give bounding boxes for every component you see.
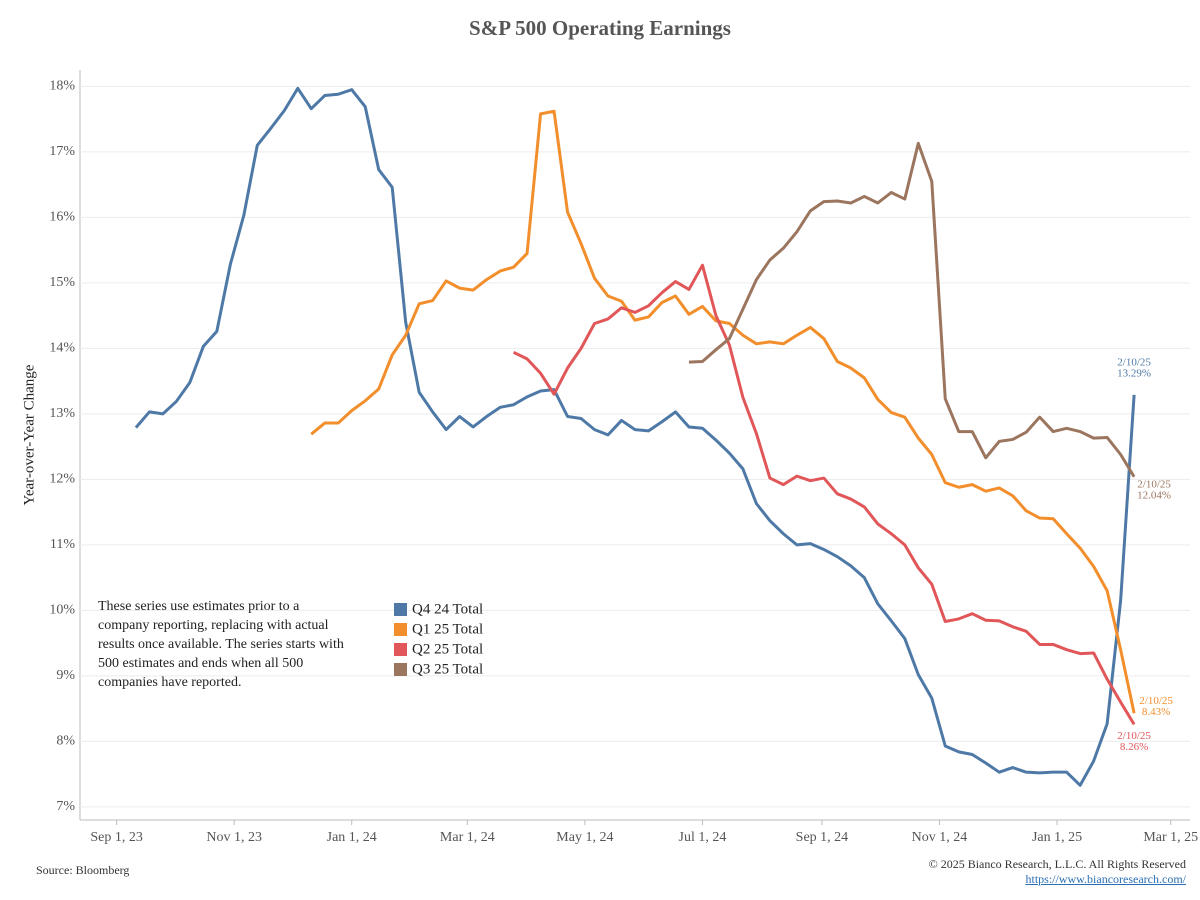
x-tick-label: Jan 1, 25 — [1032, 830, 1082, 845]
x-tick-label: May 1, 24 — [556, 830, 613, 845]
y-tick-label: 11% — [50, 537, 75, 552]
x-tick-label: Mar 1, 24 — [440, 830, 495, 845]
end-date-label: 2/10/25 — [1117, 356, 1151, 368]
y-tick-label: 16% — [49, 210, 75, 225]
x-tick-label: Nov 1, 23 — [206, 830, 262, 845]
legend-label: Q4 24 Total — [412, 601, 483, 617]
legend-swatch — [394, 643, 407, 656]
end-date-label: 2/10/25 — [1139, 695, 1173, 707]
chart-title: S&P 500 Operating Earnings — [469, 16, 731, 40]
y-tick-label: 13% — [49, 406, 75, 421]
copyright: © 2025 Bianco Research, L.L.C. All Right… — [928, 857, 1186, 871]
end-date-label: 2/10/25 — [1137, 478, 1171, 490]
end-value-label: 8.43% — [1142, 706, 1170, 718]
url-link[interactable]: https://www.biancoresearch.com/ — [1025, 872, 1186, 886]
end-value-label: 8.26% — [1120, 741, 1148, 753]
y-tick-label: 9% — [56, 668, 75, 683]
x-tick-label: Nov 1, 24 — [912, 830, 968, 845]
series-line — [134, 86, 1136, 787]
y-tick-label: 14% — [49, 341, 75, 356]
series-line — [512, 263, 1136, 726]
legend-label: Q1 25 Total — [412, 621, 483, 637]
end-value-label: 12.04% — [1137, 489, 1171, 501]
legend-label: Q2 25 Total — [412, 641, 483, 657]
legend-swatch — [394, 623, 407, 636]
note: These series use estimates prior to a co… — [98, 599, 344, 690]
x-tick-label: Mar 1, 25 — [1143, 830, 1198, 845]
series-line — [310, 109, 1136, 714]
y-tick-label: 15% — [49, 275, 75, 290]
legend-swatch — [394, 663, 407, 676]
x-tick-label: Jul 1, 24 — [679, 830, 727, 845]
y-tick-label: 7% — [56, 799, 75, 814]
y-tick-label: 18% — [49, 79, 75, 94]
legend-swatch — [394, 603, 407, 616]
y-axis-label: Year-over-Year Change — [21, 364, 37, 505]
y-tick-label: 17% — [49, 144, 75, 159]
y-tick-label: 8% — [56, 734, 75, 749]
end-date-label: 2/10/25 — [1117, 730, 1151, 742]
footer: © 2025 Bianco Research, L.L.C. All Right… — [929, 857, 1186, 887]
series-line — [688, 141, 1136, 478]
end-value-label: 13.29% — [1117, 367, 1151, 379]
x-tick-label: Sep 1, 23 — [90, 830, 143, 845]
legend-label: Q3 25 Total — [412, 661, 483, 677]
x-tick-label: Jan 1, 24 — [327, 830, 377, 845]
y-tick-label: 10% — [49, 603, 75, 618]
y-tick-label: 12% — [49, 472, 75, 487]
source: Source: Bloomberg — [36, 863, 130, 877]
x-tick-label: Sep 1, 24 — [796, 830, 849, 845]
